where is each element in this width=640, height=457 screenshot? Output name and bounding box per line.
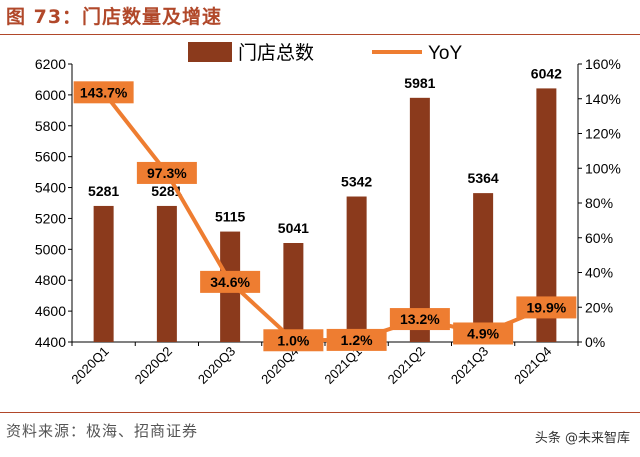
- figure-title: 图 73：门店数量及增速: [6, 6, 223, 28]
- bar-value-label: 6042: [531, 65, 562, 81]
- right-axis-tick-label: 20%: [585, 299, 613, 315]
- yoy-value-label: 143.7%: [80, 84, 128, 100]
- watermark-text: 头条 @未来智库: [534, 431, 630, 446]
- x-axis-tick-label: 2020Q1: [68, 344, 111, 387]
- left-axis-tick-label: 5400: [35, 180, 66, 196]
- left-axis-tick-label: 5200: [35, 210, 66, 226]
- yoy-label-box: [136, 161, 197, 184]
- right-axis-tick-label: 120%: [585, 126, 621, 142]
- bar: [536, 88, 557, 342]
- right-axis-tick-label: 60%: [585, 230, 613, 246]
- bar: [473, 193, 494, 342]
- right-axis-tick-label: 160%: [585, 56, 621, 72]
- yoy-value-label: 19.9%: [527, 299, 567, 315]
- bar-value-label: 5041: [278, 220, 309, 236]
- bar: [283, 243, 304, 342]
- left-axis-tick-label: 6200: [35, 56, 66, 72]
- left-axis-tick-label: 5600: [35, 149, 66, 165]
- x-axis-tick-label: 2020Q3: [195, 344, 238, 387]
- legend: 门店总数 YoY: [188, 42, 462, 64]
- legend-label-line: YoY: [428, 43, 462, 64]
- bar: [156, 205, 177, 342]
- right-axis-tick-label: 100%: [585, 160, 621, 176]
- bar-value-label: 5281: [88, 183, 119, 199]
- bar: [346, 196, 367, 342]
- right-axis-tick-label: 0%: [585, 334, 605, 350]
- yoy-label-box: [389, 308, 450, 331]
- title-divider: [0, 34, 640, 35]
- store-count-chart: 4400 4600 4800 5000 5200 5400 5600 5800 6000 6200…: [35, 42, 621, 387]
- left-axis-tick-label: 4400: [35, 334, 66, 350]
- bar: [409, 97, 430, 342]
- yoy-value-label: 13.2%: [400, 311, 440, 327]
- bar-value-label: 5981: [404, 75, 435, 91]
- yoy-label-box: [453, 322, 514, 345]
- right-axis-tick-label: 80%: [585, 195, 613, 211]
- source-divider: [0, 412, 640, 413]
- yoy-value-label: 1.0%: [277, 332, 309, 348]
- right-axis: 0% 20% 40% 60% 80% 100% 120% 140% 160%: [577, 56, 621, 350]
- left-axis: 4400 4600 4800 5000 5200 5400 5600 5800 6000 6200: [35, 56, 73, 350]
- left-axis-tick-label: 4800: [35, 272, 66, 288]
- legend-label-bar: 门店总数: [238, 42, 314, 64]
- bar-value-label: 5115: [215, 209, 246, 225]
- bar-value-label: 5364: [468, 170, 499, 186]
- line-series: 143.7% 97.3% 34.6% 1.0% 1.2% 13.2% 4.9% 19.9%: [73, 81, 577, 352]
- right-axis-tick-label: 40%: [585, 265, 613, 281]
- bar-value-label: 5342: [341, 174, 372, 190]
- yoy-label-box: [200, 270, 261, 293]
- yoy-label-box: [263, 329, 324, 352]
- left-axis-tick-label: 4600: [35, 303, 66, 319]
- left-axis-tick-label: 5800: [35, 118, 66, 134]
- left-axis-tick-label: 6000: [35, 87, 66, 103]
- yoy-value-label: 97.3%: [147, 165, 187, 181]
- x-axis-tick-label: 2021Q3: [448, 344, 491, 387]
- left-axis-tick-label: 5000: [35, 241, 66, 257]
- yoy-value-label: 4.9%: [467, 325, 499, 341]
- yoy-value-label: 34.6%: [210, 274, 250, 290]
- yoy-label-box: [516, 296, 577, 319]
- x-axis-tick-label: 2021Q2: [385, 344, 428, 387]
- yoy-label-box: [326, 328, 387, 351]
- x-axis-tick-label: 2021Q4: [511, 344, 554, 387]
- bar-series: [93, 88, 557, 342]
- right-axis-tick-label: 140%: [585, 91, 621, 107]
- x-axis-tick-label: 2020Q2: [132, 344, 175, 387]
- yoy-label-box: [73, 81, 134, 104]
- legend-swatch-bar: [188, 42, 232, 62]
- source-note: 资料来源：极海、招商证券: [6, 422, 199, 440]
- yoy-value-label: 1.2%: [341, 332, 373, 348]
- bar: [93, 205, 114, 342]
